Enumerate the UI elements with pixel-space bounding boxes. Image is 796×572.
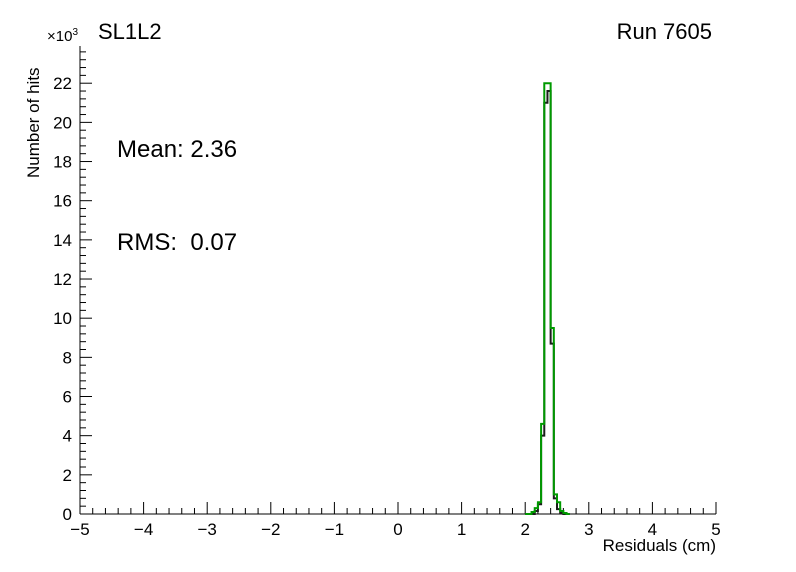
y-mult-base: ×10	[47, 28, 73, 45]
y-tick-label: 0	[63, 505, 72, 524]
x-tick-label: 1	[457, 520, 466, 539]
y-tick-label: 6	[63, 388, 72, 407]
y-tick-label: 4	[63, 427, 72, 446]
x-tick-label: −3	[198, 520, 217, 539]
y-tick-label: 10	[53, 309, 72, 328]
y-tick-label: 16	[53, 192, 72, 211]
x-tick-label: 5	[711, 520, 720, 539]
histogram-title: SL1L2	[98, 19, 162, 44]
x-tick-label: 0	[393, 520, 402, 539]
x-tick-label: 4	[648, 520, 657, 539]
x-tick-label: −4	[134, 520, 153, 539]
y-tick-label: 2	[63, 466, 72, 485]
stats-mean: Mean: 2.36	[117, 136, 238, 163]
y-tick-label: 14	[53, 231, 72, 250]
x-tick-label: 3	[584, 520, 593, 539]
stats-rms: RMS: 0.07	[117, 229, 238, 256]
y-tick-label: 18	[53, 153, 72, 172]
black-histogram	[525, 90, 570, 515]
x-tick-label: −1	[325, 520, 344, 539]
x-tick-label: −2	[261, 520, 280, 539]
y-tick-label: 20	[53, 113, 72, 132]
y-axis-title: Number of hits	[24, 67, 43, 178]
y-tick-label: 12	[53, 270, 72, 289]
y-tick-label: 8	[63, 348, 72, 367]
y-tick-label: 22	[53, 74, 72, 93]
y-mult-exponent: 3	[72, 27, 79, 38]
x-tick-label: −5	[70, 520, 89, 539]
stats-box: Mean: 2.36 RMS: 0.07	[117, 72, 237, 320]
x-axis-title: Residuals (cm)	[602, 536, 716, 555]
green-histogram	[525, 82, 570, 515]
x-tick-label: 2	[520, 520, 529, 539]
run-label: Run 7605	[616, 19, 712, 44]
y-axis-multiplier: ×103	[47, 27, 78, 45]
